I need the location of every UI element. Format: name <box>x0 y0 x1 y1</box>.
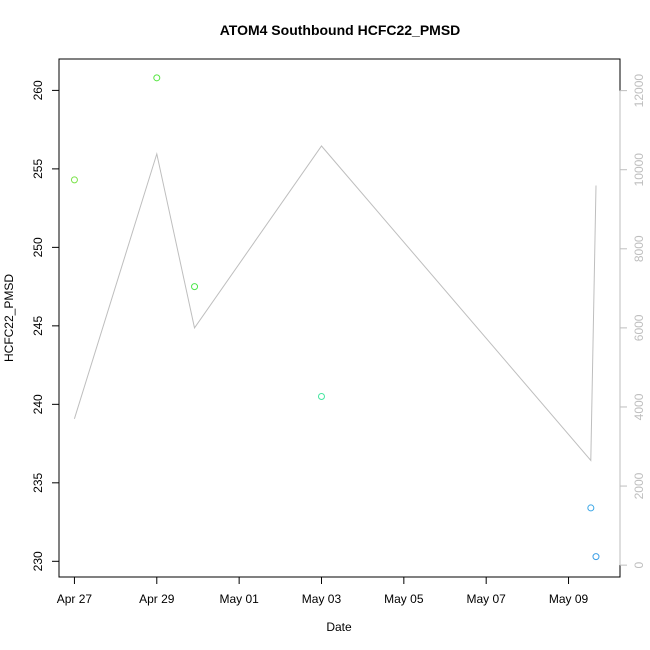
x-axis-label: Date <box>326 620 352 634</box>
x-tick-label: Apr 29 <box>139 592 175 606</box>
data-point <box>317 392 325 400</box>
y2-tick-label: 12000 <box>632 74 646 108</box>
y-tick-label: 235 <box>31 472 45 492</box>
y2-tick-label: 4000 <box>632 393 646 420</box>
x-tick-label: Apr 27 <box>57 592 93 606</box>
y-tick-label: 230 <box>31 551 45 571</box>
chart-title: ATOM4 Southbound HCFC22_PMSD <box>220 22 461 38</box>
y-axis: 230 235 240 245 250 255 260 <box>31 80 60 571</box>
y2-tick-label: 2000 <box>632 472 646 499</box>
x-tick-label: May 03 <box>302 592 342 606</box>
points-layer <box>70 74 600 561</box>
y2-tick-label: 10000 <box>632 153 646 187</box>
y-tick-label: 240 <box>31 394 45 414</box>
secondary-series-line <box>73 145 597 462</box>
data-point <box>592 553 600 561</box>
data-point <box>587 504 595 512</box>
x-tick-label: May 07 <box>467 592 507 606</box>
x-tick-label: May 09 <box>549 592 589 606</box>
y-tick-label: 255 <box>31 159 45 179</box>
x-tick-label: May 01 <box>219 592 259 606</box>
y-tick-label: 260 <box>31 80 45 100</box>
y2-tick-label: 8000 <box>632 235 646 262</box>
data-point <box>70 176 78 184</box>
plot-frame <box>58 58 621 578</box>
y-axis-label: HCFC22_PMSD <box>2 274 16 362</box>
y-tick-label: 245 <box>31 316 45 336</box>
line-layer <box>73 145 597 462</box>
y2-tick-label: 6000 <box>632 314 646 341</box>
y2-axis: 0 2000 4000 6000 8000 10000 12000 <box>619 74 646 568</box>
x-tick-label: May 05 <box>384 592 424 606</box>
x-axis: Apr 27 Apr 29 May 01 May 03 May 05 May 07 May … <box>57 576 589 606</box>
y-tick-label: 250 <box>31 237 45 257</box>
data-point <box>191 283 199 291</box>
data-point <box>153 74 161 82</box>
y2-tick-label: 0 <box>632 561 646 568</box>
